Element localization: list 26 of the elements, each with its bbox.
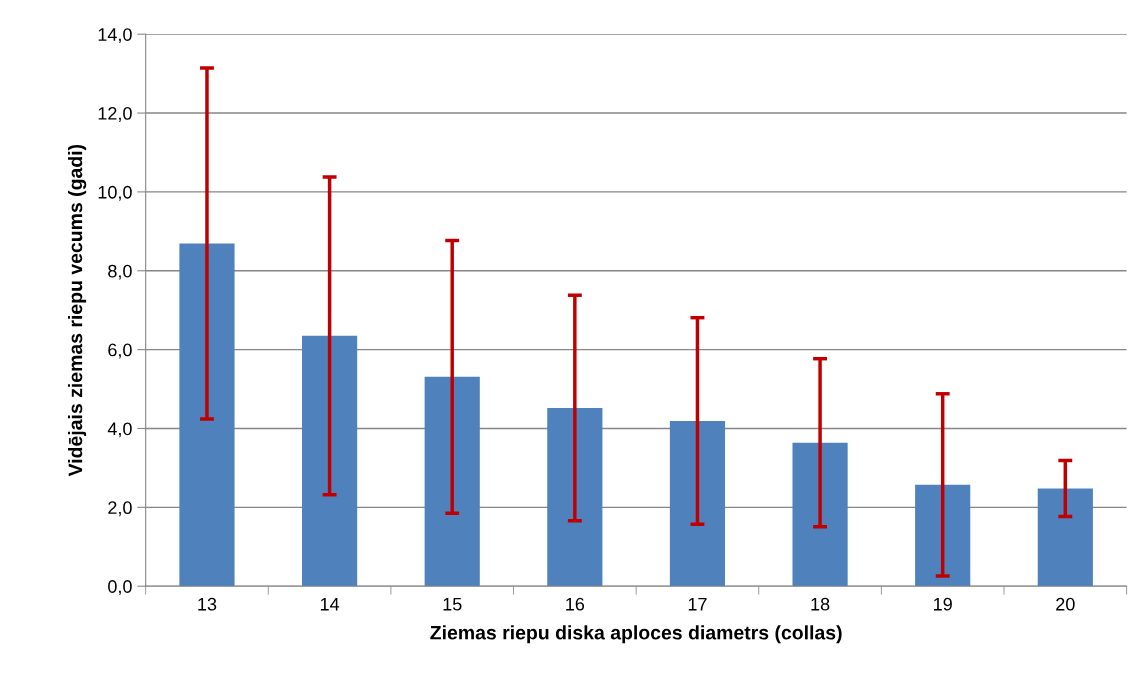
y-axis-title: Vidējais ziemas riepu vecums (gadi) bbox=[68, 144, 87, 477]
bar bbox=[179, 243, 235, 587]
x-axis-title: Ziemas riepu diska aploces diametrs (collas) bbox=[430, 625, 842, 644]
y-tick-label: 2,0 bbox=[108, 501, 132, 517]
x-tick-label: 18 bbox=[811, 597, 830, 611]
bar bbox=[424, 376, 480, 587]
y-tick-label: 6,0 bbox=[108, 343, 132, 359]
x-tick-label: 20 bbox=[1056, 597, 1075, 611]
bar bbox=[302, 335, 358, 587]
y-tick-label: 14,0 bbox=[98, 28, 132, 44]
x-tick-label: 14 bbox=[320, 597, 340, 611]
bar bbox=[1037, 488, 1093, 587]
x-tick-label: 17 bbox=[688, 597, 707, 611]
x-tick-label: 13 bbox=[198, 597, 217, 611]
y-tick-label: 8,0 bbox=[108, 264, 132, 280]
bar bbox=[547, 407, 603, 587]
bar bbox=[669, 420, 726, 587]
x-tick-label: 19 bbox=[934, 597, 952, 611]
x-tick-label: 15 bbox=[443, 597, 462, 611]
bar bbox=[792, 442, 848, 587]
y-tick-label: 4,0 bbox=[107, 422, 132, 438]
y-tick-label: 12,0 bbox=[98, 106, 132, 122]
bar bbox=[915, 484, 971, 587]
y-tick-label: 10,0 bbox=[98, 185, 132, 201]
x-tick-label: 16 bbox=[566, 597, 585, 611]
y-tick-label: 0,0 bbox=[108, 580, 132, 596]
